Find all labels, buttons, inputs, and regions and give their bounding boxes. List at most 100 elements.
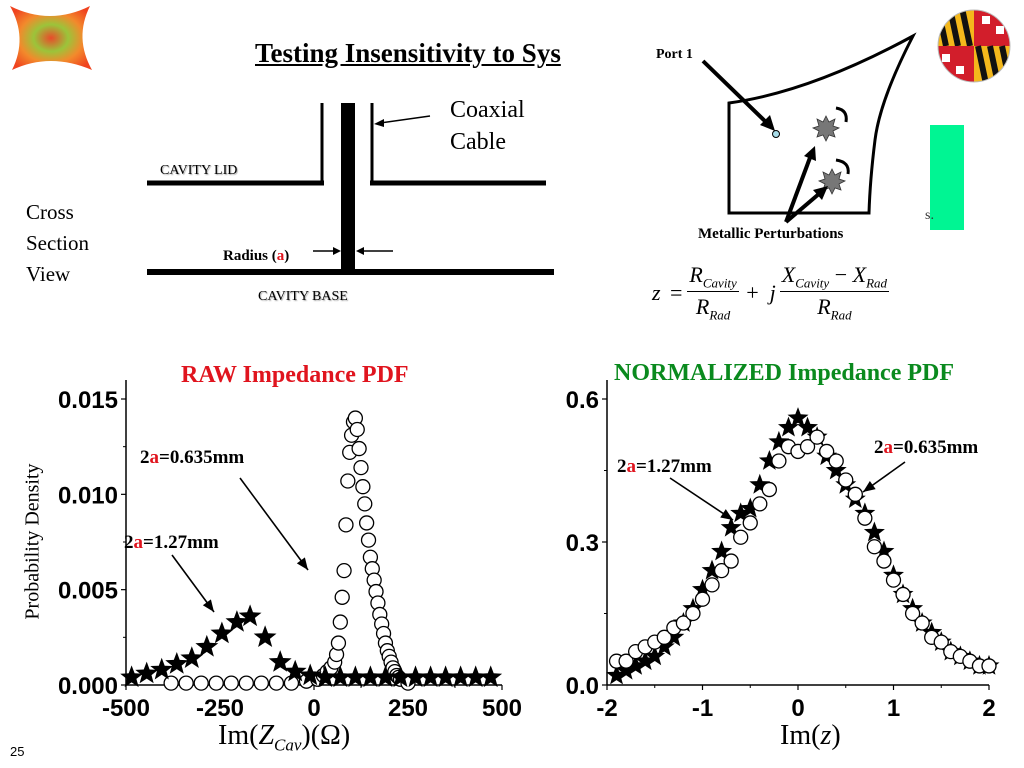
norm-star-point [730,502,752,523]
normalized-chart-xlabel: Im(z) [780,720,841,751]
norm-circle-point [933,634,949,650]
norm-star-point [758,450,780,470]
raw-star-point [150,657,174,680]
cross-label-line-3: View [26,262,71,286]
raw-star-point [195,634,219,657]
metallic-perturbations-label: Metallic Perturbations [698,226,844,242]
norm-ytick-label: 0.3 [566,530,599,557]
partial-text: s. [925,208,934,223]
norm-xtick-label: -2 [596,695,617,722]
raw-star-point [328,665,352,688]
norm-circle-point [656,629,672,645]
maryland-flag-globe-logo [934,8,1014,84]
norm-anno-127-arrow-head [720,509,733,520]
norm-circle-point [895,586,911,603]
raw-star-point [434,665,457,688]
raw-xtick-label: 0 [307,695,320,722]
norm-circle-point [857,510,873,526]
raw-circle-point [268,675,285,691]
norm-star-point [825,459,847,480]
raw-circle-point [358,515,375,531]
norm-circle-point [713,562,730,579]
norm-circle-point [819,443,835,460]
formula-plus: + [744,280,760,306]
raw-circle-point [163,675,179,691]
norm-circle-point [675,615,692,631]
raw-star-point [419,665,442,688]
norm-star-point [797,416,818,437]
raw-anno-0635: 2a=0.635mm [140,447,245,468]
norm-star-point [634,650,656,671]
cavity-lid-label: CAVITY LID [160,163,238,178]
port-1-label: Port 1 [656,47,693,62]
norm-circle-point [752,496,768,512]
raw-anno-127-arrow-head [202,599,214,612]
norm-circle-point [618,653,634,669]
raw-circle-point [355,479,371,495]
raw-xtick-label: -250 [196,695,244,722]
coaxial-cable-label: Coaxial Cable [450,94,525,158]
norm-star-point [863,521,885,542]
norm-anno-0635-arrow-head [863,480,876,492]
norm-star-point [701,559,723,580]
norm-circle-point [771,453,787,469]
raw-star-point [180,646,204,668]
raw-ytick-label: 0.005 [58,578,118,605]
norm-anno-0635: 2a=0.635mm [874,437,979,458]
raw-star-point [359,665,382,688]
raw-anno-0635-arrow-head [296,557,308,570]
norm-circle-point [799,439,816,455]
formula-num2: XCavity − XRad [779,262,890,293]
raw-circle-point [178,675,194,691]
raw-circle-point [340,473,356,489]
raw-star-point [404,665,427,688]
norm-anno-127: 2a=1.27mm [617,456,712,477]
formula-eq: = [668,280,684,306]
raw-star-point [313,665,337,688]
cavity-base-label: CAVITY BASE [258,289,348,304]
raw-star-point [464,665,488,688]
raw-star-point [253,625,277,647]
slide-title: Testing Insensitivity to Sys [255,38,561,68]
raw-star-point [135,661,159,684]
radius-prefix: Radius ( [223,248,277,264]
norm-star-point [615,659,637,680]
norm-star-point [663,626,685,647]
raw-circle-point [253,675,270,691]
raw-circle-point [208,675,224,691]
raw-star-point [389,665,412,688]
coax-label-line-2: Cable [450,129,506,155]
norm-circle-point [866,539,883,555]
raw-circle-point [349,421,365,438]
normalized-impedance-formula: z = RCavity + j XCavity − XRad RRad RRad [648,262,890,325]
raw-star-point [238,604,262,627]
norm-circle-point [914,615,930,631]
radius-suffix: ) [284,248,290,264]
norm-star-point [644,645,666,666]
raw-star-point [210,621,234,644]
raw-circle-point [360,532,377,548]
cross-section-view-label: Cross Section View [26,197,89,290]
raw-circle-point [330,635,347,651]
formula-den2: RRad [817,294,852,323]
cross-label-line-1: Cross [26,200,74,224]
norm-xtick-label: 1 [887,695,900,722]
norm-star-point [739,497,761,518]
raw-star-point [298,663,322,686]
raw-circle-point [357,496,373,512]
raw-circle-point [238,675,254,691]
norm-star-point [787,407,809,427]
norm-star-point [606,664,627,685]
raw-xtick-label: 250 [388,695,428,722]
norm-circle-point [742,515,758,531]
norm-star-point [692,578,713,599]
norm-star-point [711,540,733,561]
norm-circle-point [723,553,739,569]
norm-circle-point [694,591,711,607]
fractal-logo [6,4,94,72]
raw-star-point [374,665,397,688]
formula-den1: RRad [695,294,731,323]
norm-circle-point [904,605,921,622]
raw-xtick-label: -500 [102,695,150,722]
